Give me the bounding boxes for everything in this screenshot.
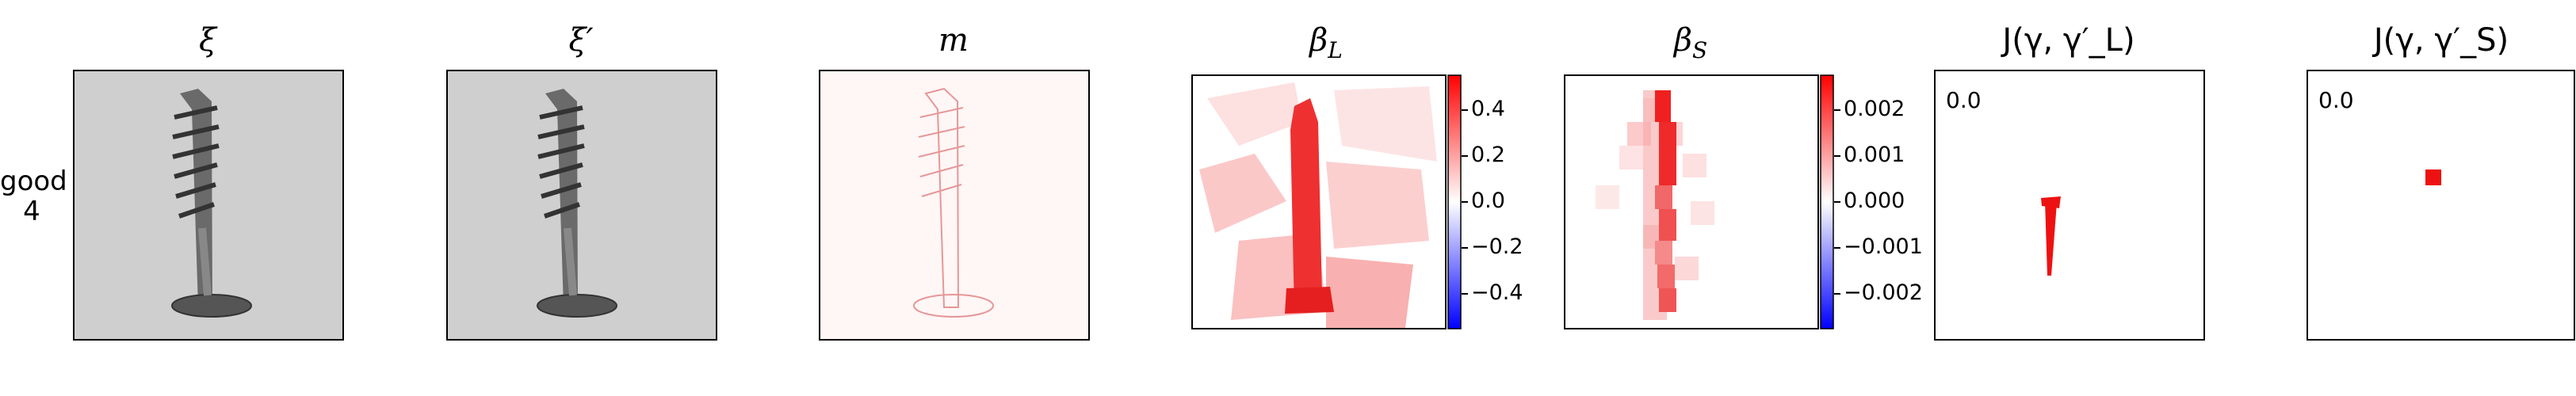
colorbar-tick-label: −0.2 [1471,234,1523,259]
colorbar-tick-label: 0.002 [1844,97,1905,122]
beta-s-colorbar-gradient [1820,74,1834,329]
colorbar-tick-mark [1834,246,1840,249]
screw-image-xi-prime [446,70,717,341]
panel-j-l-image [1934,70,2205,341]
colorbar-tick-mark [1834,155,1840,158]
panel-title-xi: ξ [198,22,217,59]
colorbar-tick-label: −0.4 [1471,280,1523,305]
beta-s-heatmap [1564,74,1819,329]
beta-s-title-main: β [1673,22,1692,59]
colorbar-tick-label: −0.001 [1844,234,1923,259]
panel-title-beta-s: βS [1564,22,1817,63]
row-label-line2: 4 [23,196,40,227]
panel-j-s-image [2307,70,2576,341]
row-label-line1: good [0,166,67,197]
panel-xi-prime-image [446,70,717,341]
colorbar-tick-mark [1462,292,1468,295]
panel-beta-s-image [1564,74,1819,329]
colorbar-tick-label: 0.0 [1471,188,1505,213]
panel-title-xi-prime: ξ′ [568,22,594,59]
beta-s-colorbar [1820,74,1834,329]
panel-m-image [819,70,1090,341]
colorbar-tick-label: 0.001 [1844,143,1905,168]
beta-l-title-main: β [1309,22,1328,59]
colorbar-tick-mark [1462,246,1468,249]
colorbar-tick-mark [1462,155,1468,158]
j-l-overlap [1934,70,2205,341]
panel-title-beta-l: βL [1191,22,1461,63]
colorbar-tick-mark [1834,201,1840,203]
panel-title-j-l: J(γ, γ′_L) [2002,22,2135,59]
colorbar-tick-label: 0.4 [1471,97,1505,122]
mask-image-m [819,70,1090,341]
colorbar-tick-label: −0.002 [1844,280,1923,305]
beta-l-heatmap [1191,74,1447,329]
j-s-overlap [2307,70,2575,341]
panel-title-j-s: J(γ, γ′_S) [2373,22,2509,59]
j-s-annotation: 0.0 [2318,87,2354,113]
beta-l-colorbar [1447,74,1462,329]
panel-xi-image [73,70,344,341]
panel-title-m: m [938,22,969,59]
screw-image-xi [73,70,344,341]
colorbar-tick-label: 0.2 [1471,143,1505,168]
beta-s-title-sub: S [1691,37,1708,63]
beta-l-title-sub: L [1328,37,1343,63]
row-label: good 4 [0,166,67,238]
colorbar-tick-mark [1462,201,1468,203]
j-l-annotation: 0.0 [1946,87,1982,113]
panel-beta-l-image [1191,74,1447,329]
colorbar-tick-label: 0.000 [1844,188,1905,213]
colorbar-tick-mark [1834,292,1840,295]
colorbar-tick-mark [1462,109,1468,112]
beta-l-colorbar-gradient [1447,74,1462,329]
colorbar-tick-mark [1834,109,1840,112]
